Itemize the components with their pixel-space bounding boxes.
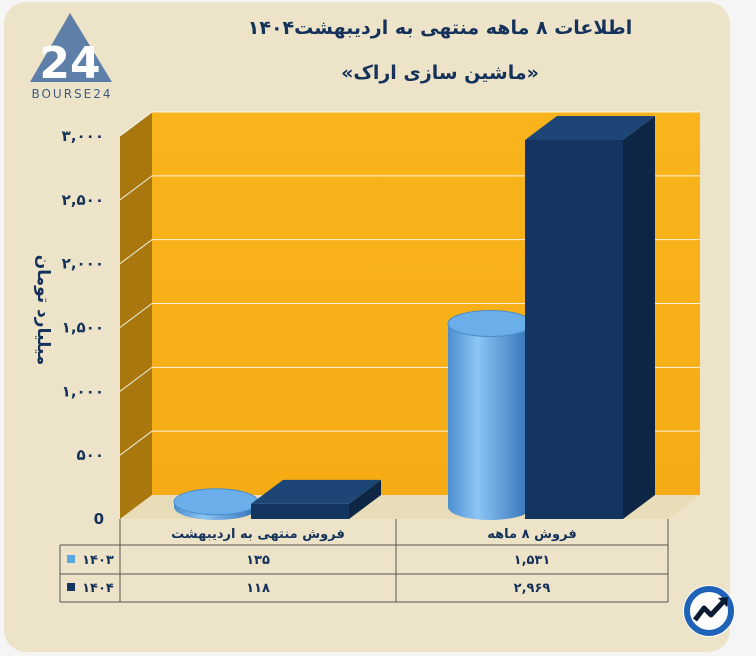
bar-1404-0 <box>251 479 381 519</box>
y-tick-label: ۲,۰۰۰ <box>62 255 104 273</box>
gridline <box>119 239 700 265</box>
y-axis-label: میلیارد تومان <box>33 255 53 366</box>
data-table: فروش منتهی به اردیبهشت فروش ۸ ماهه ۱۴۰۳ … <box>59 519 669 603</box>
y-tick-label: ۱,۵۰۰ <box>62 319 104 337</box>
cell-1403-8month: ۱,۵۳۱ <box>514 553 551 568</box>
logo-brand: BOURSE24 <box>31 87 112 101</box>
cell-1404-monthly: ۱۱۸ <box>246 581 270 596</box>
bars <box>173 115 655 520</box>
gridline <box>119 175 700 201</box>
chart-title: اطلاعات ۸ ماهه منتهی به اردیبهشت۱۴۰۴ <box>248 17 633 39</box>
cell-1404-8month: ۲,۹۶۹ <box>514 581 551 596</box>
y-axis-ticks: 0 ۵۰۰ ۱,۰۰۰ ۱,۵۰۰ ۲,۰۰۰ ۲,۵۰۰ ۳,۰۰۰ <box>62 127 104 528</box>
cell-1403-monthly: ۱۳۵ <box>246 553 270 568</box>
legend-label-1403: ۱۴۰۳ <box>82 553 114 568</box>
gridline <box>119 303 700 328</box>
trend-badge-icon <box>683 585 735 637</box>
legend-swatch-1403 <box>67 555 75 563</box>
y-tick-label: ۵۰۰ <box>77 446 104 464</box>
category-label-monthly: فروش منتهی به اردیبهشت <box>171 527 345 542</box>
gridline <box>119 111 700 137</box>
y-tick-label: 0 <box>94 510 104 528</box>
legend-swatch-1404 <box>67 583 75 591</box>
bourse24-logo: 24 BOURSE24 <box>30 13 112 101</box>
y-tick-label: ۳,۰۰۰ <box>62 127 104 145</box>
y-tick-label: ۲,۵۰۰ <box>62 191 104 209</box>
legend-label-1404: ۱۴۰۴ <box>82 581 114 596</box>
bar-1403-1 <box>447 310 533 520</box>
category-label-8month: فروش ۸ ماهه <box>487 527 576 542</box>
bar-1404-1 <box>525 115 655 519</box>
logo-number: 24 <box>39 38 100 89</box>
chart-subtitle: «ماشین سازی اراک» <box>341 62 539 84</box>
bar-1403-0 <box>173 488 259 520</box>
y-tick-label: ۱,۰۰۰ <box>62 382 104 400</box>
